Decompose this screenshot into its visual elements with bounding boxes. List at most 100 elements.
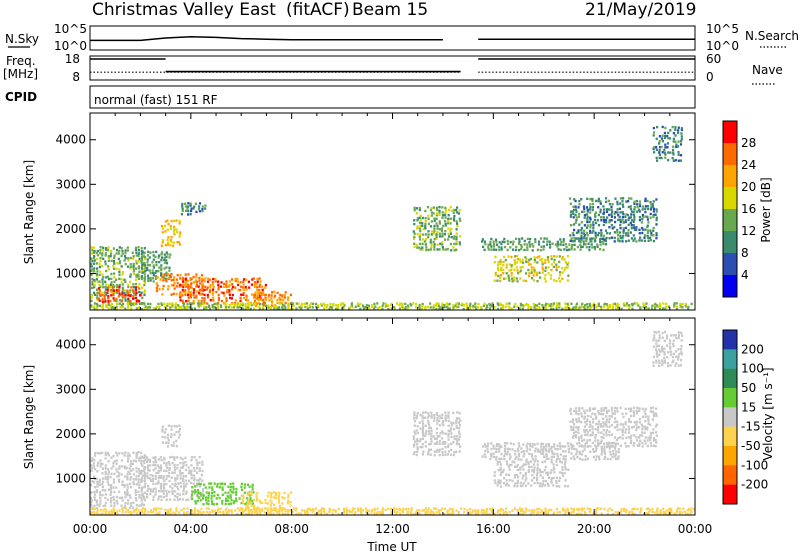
data-cell	[387, 304, 390, 307]
data-cell	[526, 243, 529, 246]
data-cell	[390, 307, 393, 310]
data-cell	[124, 510, 127, 514]
data-cell	[544, 280, 547, 283]
data-cell	[447, 220, 450, 223]
data-cell	[101, 306, 104, 309]
data-cell	[244, 286, 247, 289]
data-cell	[586, 418, 589, 421]
data-cell	[182, 290, 185, 294]
data-cell	[246, 497, 249, 500]
data-cell	[504, 510, 508, 514]
data-cell	[416, 440, 419, 443]
data-cell	[675, 143, 678, 146]
data-cell	[537, 448, 540, 451]
data-cell	[418, 439, 421, 443]
data-cell	[101, 300, 104, 303]
data-cell	[278, 491, 281, 495]
data-cell	[118, 277, 121, 280]
data-cell	[630, 226, 633, 230]
data-cell	[162, 284, 165, 288]
data-cell	[107, 452, 110, 455]
data-cell	[628, 304, 631, 307]
data-cell	[591, 208, 594, 212]
data-cell	[152, 510, 155, 514]
data-cell	[553, 468, 556, 471]
data-cell	[430, 230, 434, 233]
data-cell	[559, 447, 562, 450]
data-cell	[152, 482, 155, 486]
data-cell	[200, 494, 203, 497]
data-cell	[110, 509, 113, 512]
data-cell	[545, 237, 549, 240]
data-cell	[597, 302, 600, 305]
data-cell	[686, 512, 689, 516]
data-cell	[500, 246, 503, 249]
data-cell	[404, 307, 407, 311]
data-cell	[181, 202, 184, 206]
data-cell	[550, 303, 553, 306]
data-cell	[143, 468, 146, 472]
x-tick-label: 12:00	[375, 522, 410, 536]
data-cell	[99, 257, 102, 260]
data-cell	[270, 299, 273, 303]
data-cell	[629, 221, 632, 225]
data-cell	[606, 457, 609, 461]
data-cell	[578, 444, 581, 448]
data-cell	[613, 302, 617, 305]
data-cell	[279, 298, 282, 301]
data-cell	[164, 243, 167, 247]
data-cell	[543, 237, 546, 240]
data-cell	[421, 427, 424, 430]
data-cell	[179, 299, 182, 302]
data-cell	[652, 361, 655, 364]
data-cell	[578, 409, 581, 412]
data-cell	[157, 256, 160, 259]
data-cell	[572, 216, 575, 219]
data-cell	[267, 512, 270, 515]
data-cell	[242, 283, 245, 286]
data-cell	[629, 436, 632, 440]
data-cell	[115, 451, 118, 454]
data-cell	[645, 307, 648, 311]
data-cell	[96, 298, 99, 302]
data-cell	[158, 490, 161, 493]
data-cell	[173, 471, 176, 474]
data-cell	[531, 243, 534, 246]
data-cell	[104, 288, 107, 291]
data-cell	[628, 307, 631, 311]
velocity-x-ticks: 00:00 04:00 08:00 12:00 16:00 20:00 00:00	[73, 318, 712, 536]
data-cell	[443, 233, 446, 236]
y-tick-label: 4000	[55, 338, 86, 352]
data-cell	[572, 428, 575, 431]
data-cell	[174, 477, 177, 480]
data-cell	[596, 219, 599, 222]
data-cell	[661, 363, 664, 367]
data-cell	[493, 474, 496, 477]
data-cell	[101, 297, 104, 301]
data-cell	[113, 259, 116, 263]
data-cell	[621, 412, 624, 416]
data-cell	[351, 306, 354, 309]
data-cell	[130, 265, 133, 269]
data-cell	[203, 483, 206, 486]
data-cell	[658, 336, 661, 340]
power-x-ticks	[89, 113, 696, 310]
data-cell	[622, 221, 625, 224]
data-cell	[197, 513, 200, 516]
data-cell	[589, 206, 592, 209]
data-cell	[175, 509, 178, 512]
data-cell	[637, 426, 641, 429]
data-cell	[571, 436, 575, 439]
data-cell	[674, 159, 677, 162]
data-cell	[165, 259, 168, 262]
data-cell	[677, 331, 680, 334]
data-cell	[251, 488, 254, 491]
data-cell	[124, 299, 127, 302]
data-cell	[130, 512, 133, 516]
data-cell	[113, 299, 116, 302]
data-cell	[427, 214, 430, 217]
data-cell	[605, 429, 608, 432]
data-cell	[362, 307, 366, 310]
data-cell	[651, 508, 654, 511]
data-cell	[433, 227, 436, 230]
